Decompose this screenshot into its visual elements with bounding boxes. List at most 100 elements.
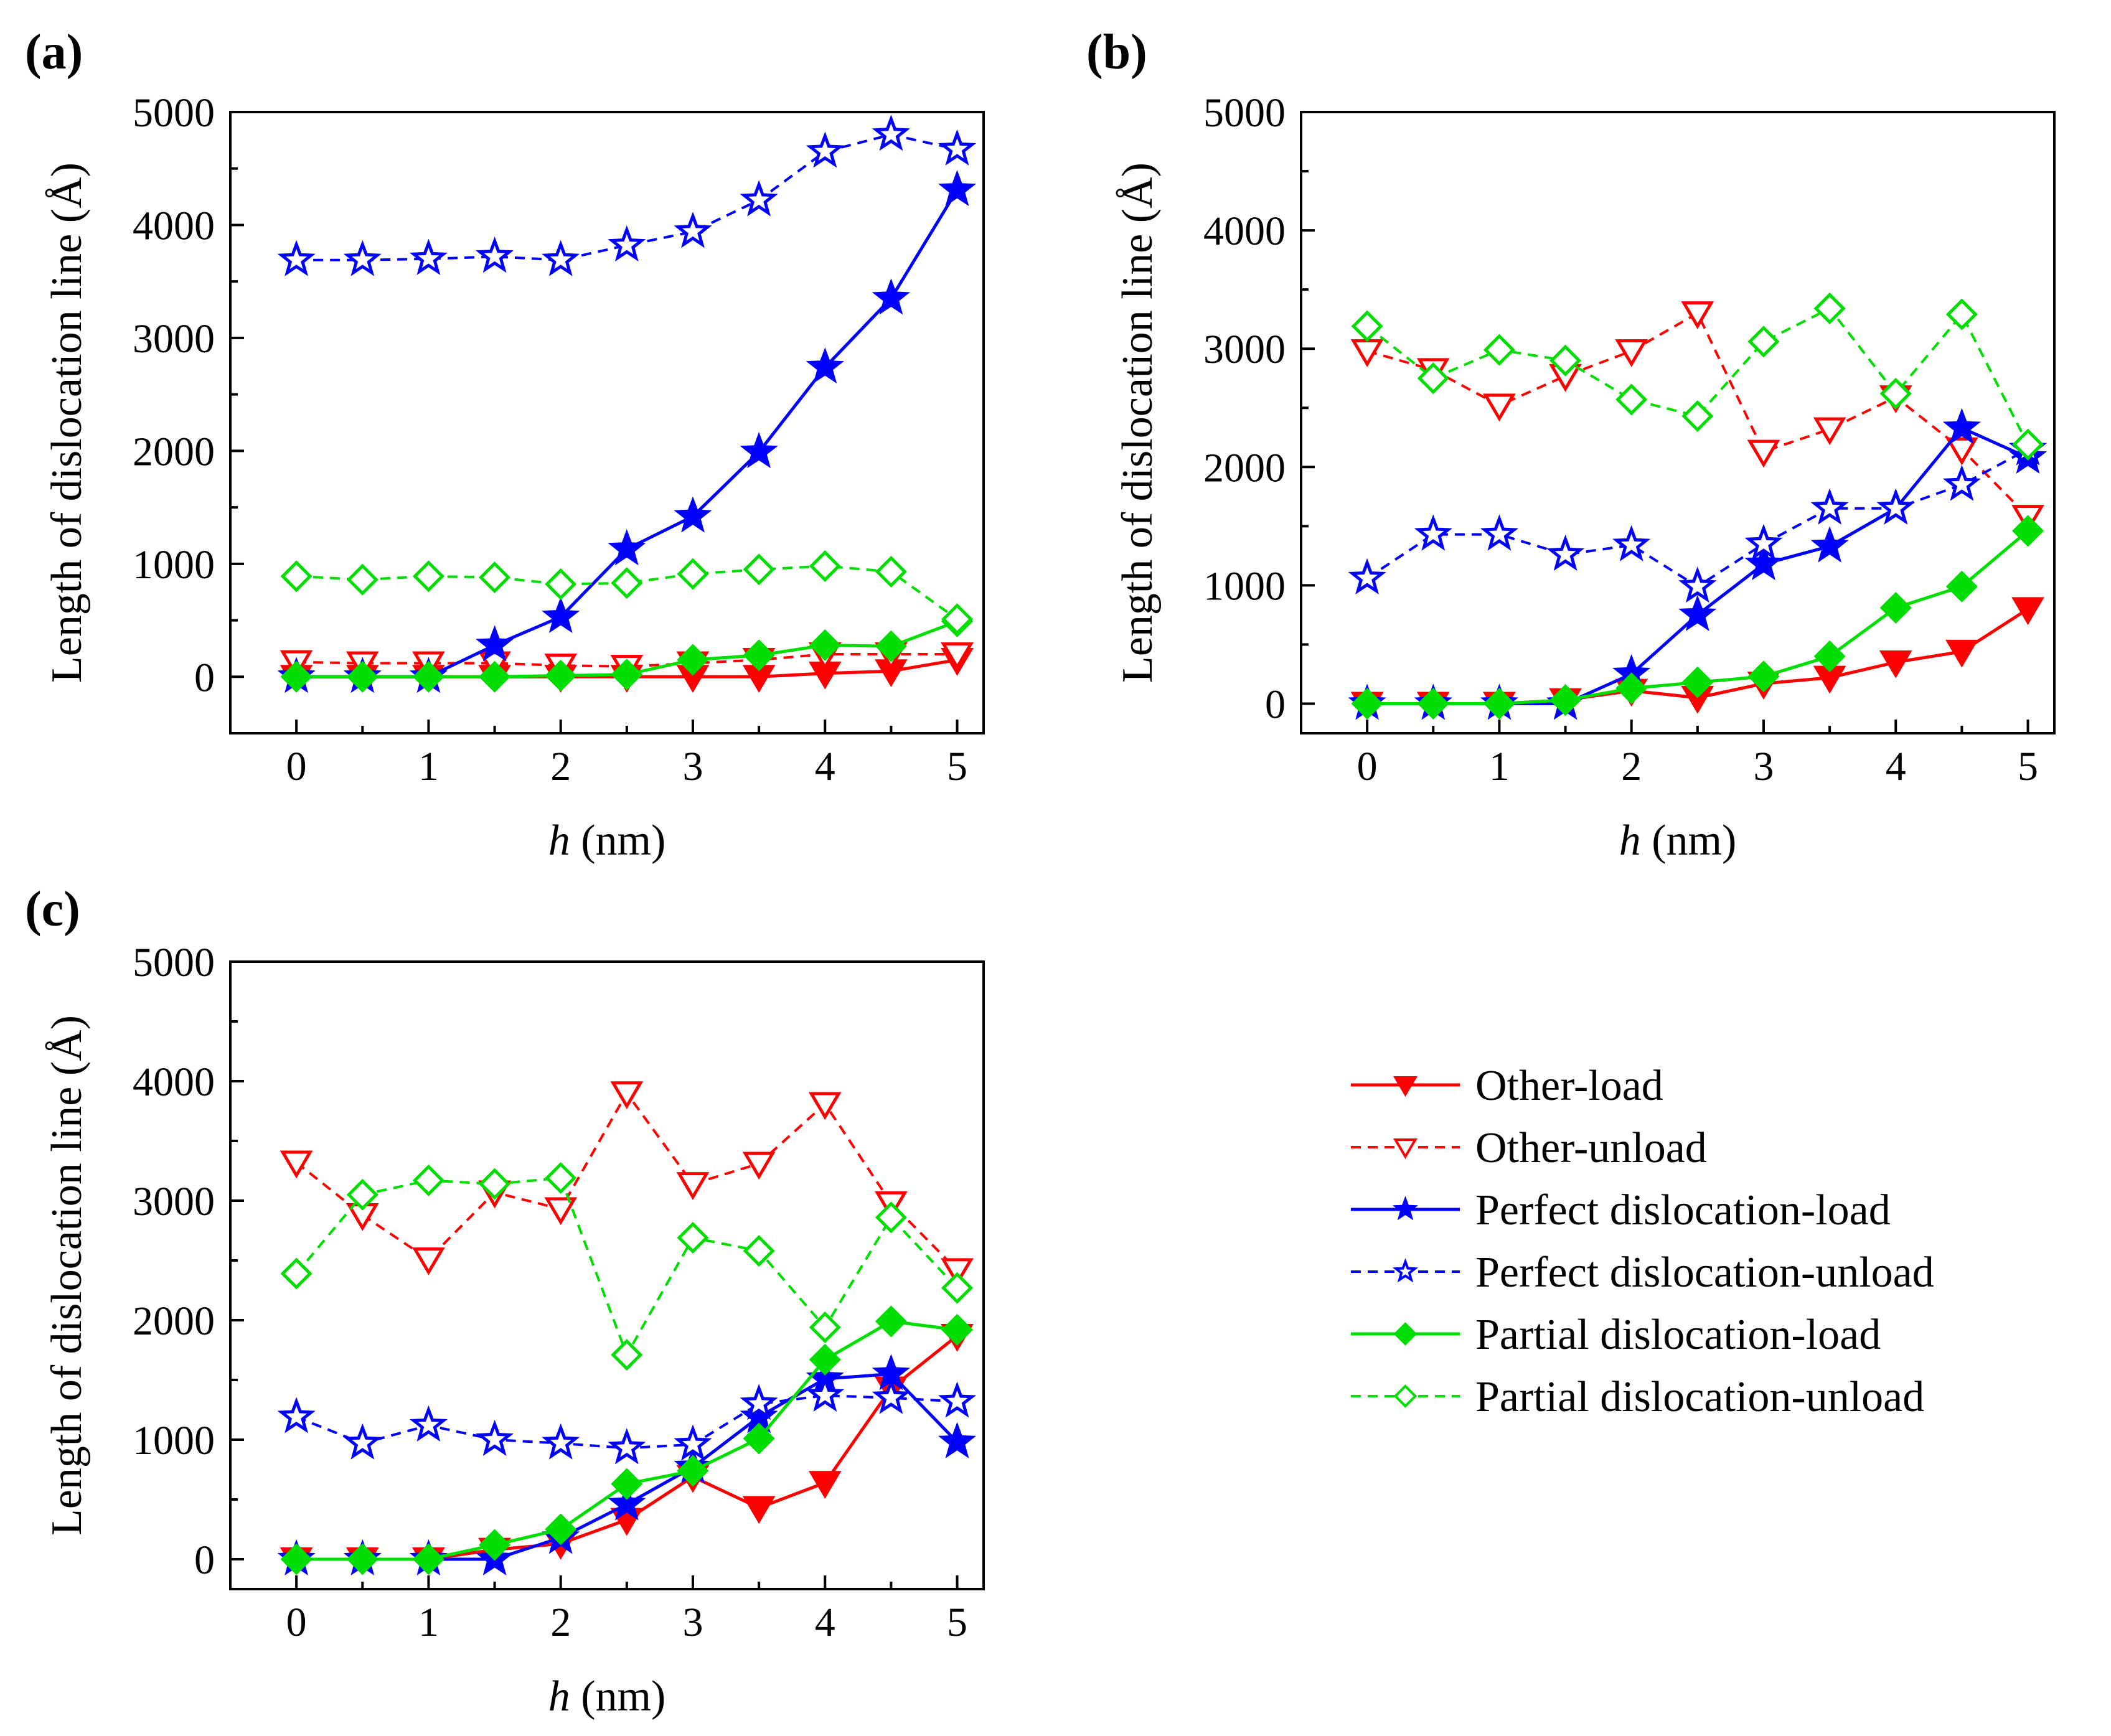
data-point-perfect_unload: [343, 240, 382, 276]
data-point-partial_load: [479, 660, 511, 693]
data-point-perfect_load: [475, 625, 514, 662]
x-axis-label: h (nm): [1619, 817, 1737, 865]
series-line-other_unload: [295, 1092, 958, 1271]
data-point-other_unload: [280, 1150, 313, 1179]
x-tick-label: 0: [286, 744, 307, 789]
data-point-perfect_unload: [740, 180, 778, 217]
data-point-perfect_unload: [1942, 464, 1982, 501]
data-point-perfect_load: [938, 170, 977, 207]
data-point-partial_unload: [346, 563, 378, 596]
y-tick-label: 3000: [133, 316, 215, 362]
data-point-other_unload: [1350, 339, 1384, 367]
data-point-perfect_unload: [1744, 523, 1783, 560]
legend-item-partial_unload: Partial dislocation-unload: [1351, 1373, 1924, 1421]
legend-marker: [1393, 1384, 1418, 1408]
plot-frame: [229, 960, 985, 1590]
data-point-partial_unload: [1747, 326, 1780, 358]
x-tick-label: 5: [947, 744, 967, 789]
series-line-other_unload: [296, 653, 957, 668]
x-tick-label: 3: [682, 744, 703, 789]
legend-item-perfect_load: Perfect dislocation-load: [1351, 1186, 1891, 1234]
data-point-partial_load: [346, 660, 378, 693]
x-tick-label: 2: [550, 744, 571, 789]
y-axis-label: Length of dislocation line (Å): [1114, 162, 1162, 683]
data-point-partial_load: [346, 1543, 378, 1575]
data-point-other_load: [1879, 650, 1912, 678]
data-point-partial_load: [677, 1455, 709, 1487]
data-point-partial_unload: [545, 1161, 577, 1194]
series-line-perfect_load: [1367, 426, 2029, 705]
panel-label: (c): [25, 882, 80, 937]
data-point-partial_load: [809, 629, 841, 662]
x-tick-label: 1: [418, 1600, 439, 1645]
data-point-partial_unload: [1945, 298, 1978, 331]
x-tick-label: 3: [1753, 744, 1774, 789]
data-point-partial_load: [280, 1543, 313, 1575]
data-point-other_unload: [412, 1247, 445, 1275]
data-point-perfect_unload: [343, 1423, 382, 1460]
series-line-partial_unload: [295, 1176, 958, 1356]
data-point-perfect_load: [542, 596, 580, 634]
series-line-perfect_load: [296, 189, 959, 678]
legend-item-other_unload: Other-unload: [1351, 1124, 1707, 1172]
data-point-partial_load: [875, 630, 907, 662]
data-point-other_unload: [1945, 437, 1978, 466]
panel-label: (a): [25, 25, 83, 80]
data-point-partial_unload: [1813, 293, 1846, 325]
legend-marker: [1393, 1322, 1418, 1346]
data-point-partial_load: [875, 1305, 907, 1338]
data-point-perfect_load: [608, 529, 646, 566]
data-point-other_unload: [1813, 417, 1846, 446]
y-tick-label: 4000: [1203, 209, 1286, 254]
series-line-partial_unload: [296, 565, 958, 621]
data-point-partial_load: [809, 1343, 841, 1376]
data-point-perfect_unload: [475, 1419, 514, 1456]
x-axis-label: h (nm): [548, 817, 666, 865]
data-point-other_unload: [676, 1172, 710, 1200]
data-point-partial_load: [479, 1529, 511, 1561]
data-point-partial_unload: [809, 550, 841, 582]
x-tick-label: 2: [1621, 744, 1642, 789]
y-tick-label: 3000: [1203, 327, 1286, 372]
data-point-perfect_load: [872, 278, 911, 315]
data-point-partial_unload: [941, 603, 974, 636]
data-point-partial_unload: [1549, 344, 1582, 377]
legend-label: Partial dislocation-unload: [1475, 1373, 1924, 1421]
data-point-perfect_unload: [542, 240, 580, 276]
data-point-partial_unload: [941, 1272, 974, 1304]
legend-label: Perfect dislocation-unload: [1475, 1249, 1934, 1297]
x-tick-label: 0: [1357, 744, 1378, 789]
y-axis-label: Length of dislocation line (Å): [43, 162, 91, 683]
data-point-partial_unload: [611, 567, 643, 599]
data-point-perfect_unload: [938, 129, 977, 166]
legend-label: Partial dislocation-load: [1475, 1311, 1881, 1359]
data-point-perfect_unload: [1612, 525, 1651, 561]
data-point-partial_load: [1417, 687, 1449, 720]
data-point-perfect_unload: [674, 212, 712, 248]
data-point-partial_unload: [743, 553, 775, 586]
y-tick-label: 3000: [133, 1179, 215, 1224]
panel-a-chart: (a) 0 1 2 3 4 5 0 1000 2000 3000 4000 5000 h (nm) Leng…: [25, 25, 985, 865]
data-point-perfect_unload: [475, 237, 514, 273]
y-tick-label: 2000: [133, 1298, 215, 1344]
data-point-partial_load: [941, 1313, 974, 1346]
data-point-partial_load: [1549, 684, 1582, 716]
data-point-partial_unload: [1879, 377, 1912, 410]
data-point-other_unload: [941, 1258, 974, 1287]
data-point-partial_unload: [809, 1311, 841, 1344]
y-tick-label: 0: [194, 1537, 215, 1583]
data-point-partial_load: [611, 659, 643, 691]
data-point-partial_unload: [1681, 400, 1714, 433]
legend: Other-load Other-unload Perfect dislocatio…: [1351, 1062, 1934, 1421]
data-point-partial_unload: [1483, 334, 1515, 366]
x-tick-label: 3: [682, 1600, 703, 1645]
data-point-partial_unload: [743, 1235, 775, 1267]
data-point-partial_unload: [412, 560, 444, 593]
data-point-partial_unload: [2012, 428, 2044, 461]
x-tick-label: 4: [815, 1600, 835, 1645]
data-point-partial_load: [677, 644, 709, 676]
data-point-perfect_unload: [1546, 534, 1585, 571]
legend-item-other_load: Other-load: [1351, 1062, 1663, 1110]
series-line-perfect_unload: [296, 133, 957, 261]
data-point-perfect_unload: [608, 1428, 646, 1465]
